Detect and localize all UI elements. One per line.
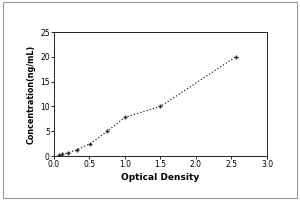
Y-axis label: Concentration(ng/mL): Concentration(ng/mL) [27,44,36,144]
X-axis label: Optical Density: Optical Density [122,173,200,182]
